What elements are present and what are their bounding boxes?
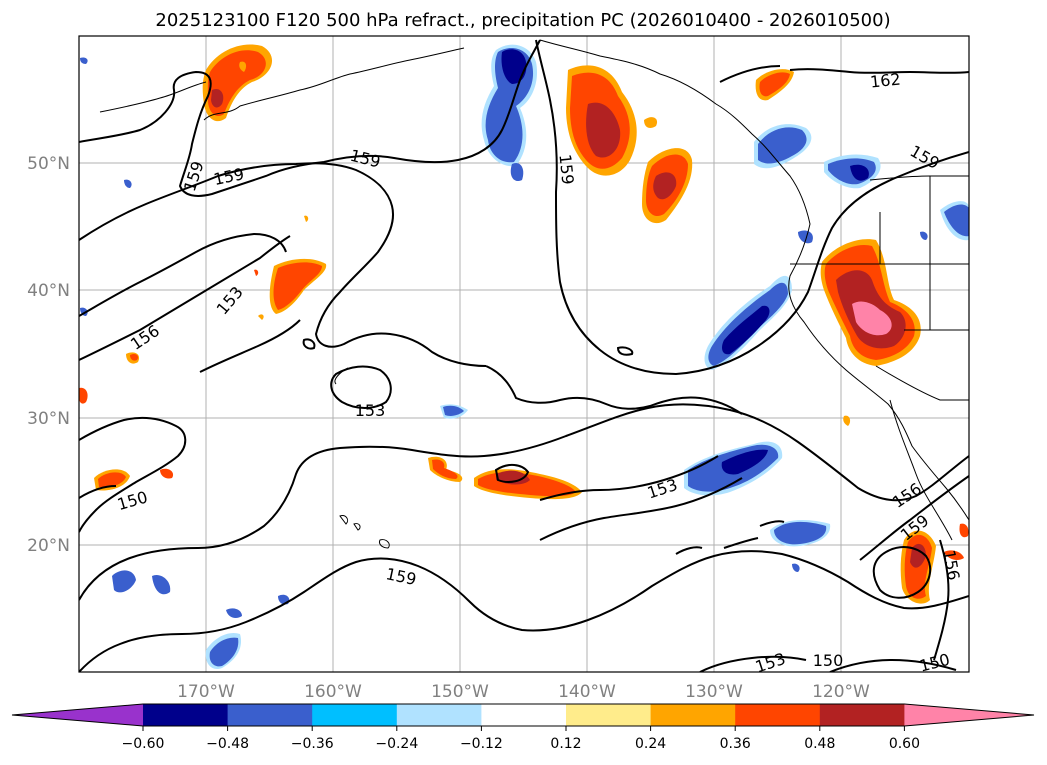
colorbar-tick-label: 0.48 <box>804 736 835 752</box>
colorbar-tick-label: −0.24 <box>375 736 418 752</box>
colorbar-tick-label: 0.36 <box>720 736 751 752</box>
map-title: 2025123100 F120 500 hPa refract., precip… <box>155 10 890 31</box>
colorbar-swatch <box>904 704 1034 726</box>
precip-positive-areas <box>79 44 969 604</box>
contour-label: 162 <box>869 69 901 91</box>
lat-label: 20°N <box>27 536 70 556</box>
colorbar-tick-label: −0.12 <box>460 736 503 752</box>
colorbar-swatch <box>227 704 313 726</box>
lat-label: 40°N <box>27 281 70 301</box>
latitude-labels: 50°N 40°N 30°N 20°N <box>27 154 70 556</box>
lon-label: 140°W <box>558 682 616 702</box>
lon-label: 120°W <box>812 682 870 702</box>
colorbar-tick-label: 0.24 <box>635 736 666 752</box>
colorbar-swatch <box>481 704 567 726</box>
colorbar-swatch <box>312 704 398 726</box>
colorbar-swatch <box>12 704 143 726</box>
map-frame <box>78 35 970 673</box>
lat-label: 30°N <box>27 409 70 429</box>
colorbar-swatch <box>143 704 229 726</box>
refractivity-contours <box>79 39 969 672</box>
contour-label: 153 <box>355 401 386 420</box>
coastlines <box>99 39 969 549</box>
lon-label: 160°W <box>304 682 362 702</box>
colorbar-tick-label: −0.60 <box>122 736 165 752</box>
colorbar: −0.60 −0.48 −0.36 −0.24 −0.12 0.12 0.24 0.36 0.4… <box>11 703 1035 752</box>
lon-label: 150°W <box>431 682 489 702</box>
colorbar-swatch <box>650 704 736 726</box>
colorbar-swatch <box>566 704 652 726</box>
contour-label: 150 <box>813 651 844 670</box>
colorbar-swatch <box>819 704 905 726</box>
colorbar-tick-label: −0.48 <box>206 736 249 752</box>
longitude-labels: 170°W 160°W 150°W 140°W 130°W 120°W <box>177 682 870 702</box>
lat-label: 50°N <box>27 154 70 174</box>
colorbar-tick-label: 0.12 <box>550 736 581 752</box>
colorbar-tick-label: −0.36 <box>291 736 334 752</box>
colorbar-outline <box>11 703 1035 727</box>
colorbar-swatch <box>396 704 482 726</box>
lon-label: 130°W <box>685 682 743 702</box>
colorbar-tick-label: 0.60 <box>889 736 920 752</box>
map-panel: 159 159 159 159 159 159 159 162 156 156 … <box>27 35 970 702</box>
colorbar-swatch <box>735 704 821 726</box>
lon-label: 170°W <box>177 682 235 702</box>
precip-negative-areas <box>80 44 969 670</box>
contour-label: 159 <box>555 153 577 185</box>
